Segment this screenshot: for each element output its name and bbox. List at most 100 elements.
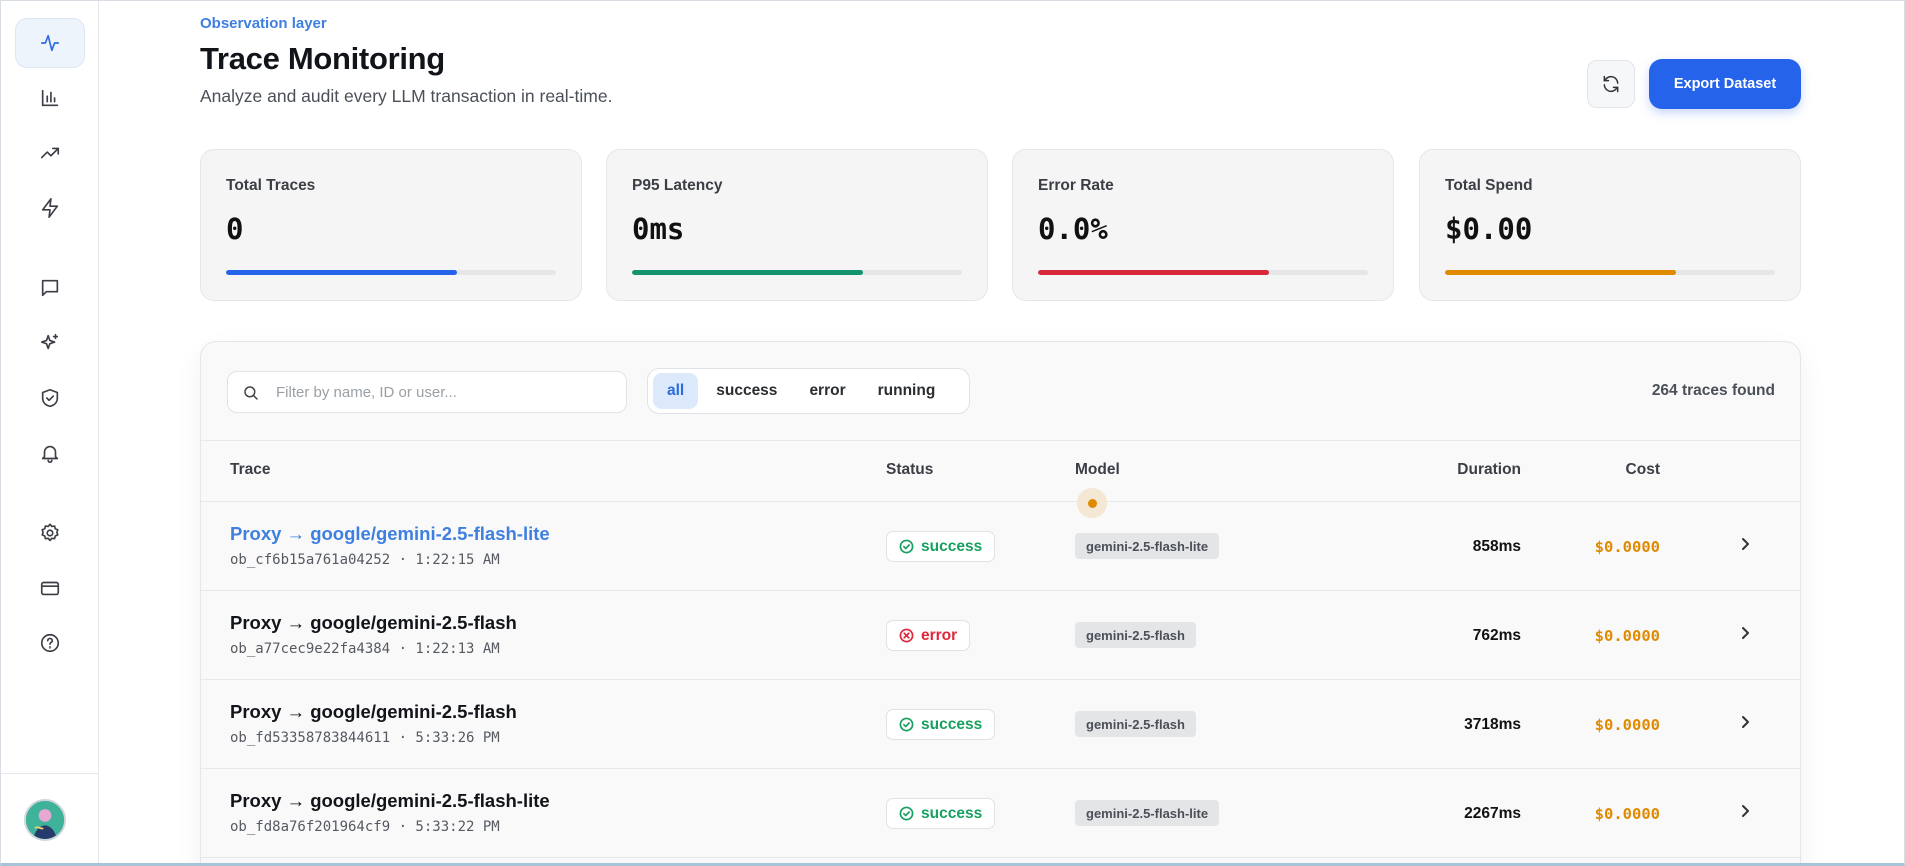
trace-cost: $0.0000 xyxy=(1594,716,1660,734)
filter-running[interactable]: running xyxy=(877,382,936,399)
nav-trends[interactable] xyxy=(15,128,85,178)
column-header-model: Model xyxy=(1075,461,1120,478)
model-chip: gemini-2.5-flash-lite xyxy=(1075,800,1220,826)
nav-observability[interactable] xyxy=(15,18,85,68)
page-subtitle: Analyze and audit every LLM transaction … xyxy=(200,86,613,106)
message-square-icon xyxy=(41,279,59,297)
bell-icon xyxy=(41,445,59,463)
stat-progress-bar xyxy=(1038,270,1368,275)
nav-security[interactable] xyxy=(15,373,85,423)
stat-card-p95-latency: P95 Latency 0ms xyxy=(606,149,988,301)
trending-up-icon xyxy=(40,147,60,159)
status-text: error xyxy=(921,626,958,644)
stat-label: Error Rate xyxy=(1038,177,1114,194)
check-circle-icon xyxy=(899,539,914,554)
trace-count: 264 traces found xyxy=(1651,382,1775,399)
sidebar-divider xyxy=(1,773,99,774)
trace-duration: 858ms xyxy=(1472,538,1521,555)
trace-meta: ob_fd8a76f201964cf9 · 5:33:22 PM xyxy=(230,819,500,835)
nav-settings[interactable] xyxy=(15,508,85,558)
stat-progress-fill xyxy=(1445,270,1676,275)
chevron-right-icon[interactable] xyxy=(1737,714,1753,730)
page-eyebrow: Observation layer xyxy=(200,15,327,32)
stat-card-error-rate: Error Rate 0.0% xyxy=(1012,149,1394,301)
sidebar xyxy=(1,1,99,863)
model-chip: gemini-2.5-flash xyxy=(1075,622,1196,648)
loading-dot xyxy=(1087,498,1097,508)
trace-meta: ob_a77cec9e22fa4384 · 1:22:13 AM xyxy=(230,641,500,657)
trace-cost: $0.0000 xyxy=(1594,627,1660,645)
nav-chat[interactable] xyxy=(15,263,85,313)
trace-duration: 3718ms xyxy=(1464,716,1521,733)
table-row[interactable]: Proxy → google/gemini-2.5-flash ob_a77ce… xyxy=(201,591,1800,680)
column-header-cost: Cost xyxy=(1625,461,1660,478)
status-badge: success xyxy=(886,798,996,829)
stat-card-total-spend: Total Spend $0.00 xyxy=(1419,149,1801,301)
nav-analytics[interactable] xyxy=(15,73,85,123)
search-box xyxy=(227,371,627,413)
stat-progress-bar xyxy=(1445,270,1775,275)
stat-label: Total Traces xyxy=(226,177,316,194)
stat-value: 0ms xyxy=(632,212,685,246)
status-filter-group: all success error running xyxy=(647,368,970,414)
trace-duration: 762ms xyxy=(1472,627,1521,644)
chevron-right-icon[interactable] xyxy=(1737,625,1753,641)
bar-chart-icon xyxy=(41,89,59,107)
shield-check-icon xyxy=(41,388,59,408)
stat-progress-bar xyxy=(632,270,962,275)
avatar-image xyxy=(26,801,64,839)
stat-progress-fill xyxy=(632,270,863,275)
nav-help[interactable] xyxy=(15,618,85,668)
trace-title[interactable]: Proxy → google/gemini-2.5-flash xyxy=(230,612,517,633)
stat-value: $0.00 xyxy=(1445,212,1533,246)
x-circle-icon xyxy=(899,628,914,643)
trace-title[interactable]: Proxy → google/gemini-2.5-flash-lite xyxy=(230,790,550,811)
settings-icon xyxy=(41,523,59,542)
trace-cost: $0.0000 xyxy=(1594,538,1660,556)
chevron-right-icon[interactable] xyxy=(1737,536,1753,552)
status-text: success xyxy=(921,537,983,555)
table-header: Trace Status Model Duration Cost xyxy=(201,441,1800,502)
table-row[interactable]: Proxy → google/gemini-2.5-flash ob_fd533… xyxy=(201,680,1800,769)
trace-duration: 2267ms xyxy=(1464,805,1521,822)
trace-title[interactable]: Proxy → google/gemini-2.5-flash xyxy=(230,701,517,722)
trace-meta: ob_fd53358783844611 · 5:33:26 PM xyxy=(230,730,500,746)
chevron-right-icon[interactable] xyxy=(1737,803,1753,819)
model-chip: gemini-2.5-flash xyxy=(1075,711,1196,737)
nav-billing[interactable] xyxy=(15,563,85,613)
credit-card-icon xyxy=(40,581,60,596)
status-badge: success xyxy=(886,531,996,562)
search-input[interactable] xyxy=(276,380,606,404)
model-chip: gemini-2.5-flash-lite xyxy=(1075,533,1220,559)
column-header-duration: Duration xyxy=(1457,461,1521,478)
nav-ai[interactable] xyxy=(15,318,85,368)
traces-toolbar: all success error running 264 traces fou… xyxy=(201,342,1800,441)
loading-indicator xyxy=(1077,488,1107,518)
stat-label: Total Spend xyxy=(1445,177,1533,194)
column-header-status: Status xyxy=(886,461,934,478)
stat-progress-fill xyxy=(1038,270,1269,275)
nav-performance[interactable] xyxy=(15,183,85,233)
filter-success[interactable]: success xyxy=(716,382,778,399)
trace-meta: ob_cf6b15a761a04252 · 1:22:15 AM xyxy=(230,552,500,568)
table-row[interactable]: Proxy → google/gemini-2.5-flash-lite ob_… xyxy=(201,502,1800,591)
check-circle-icon xyxy=(899,717,914,732)
page-title: Trace Monitoring xyxy=(200,41,445,76)
check-circle-icon xyxy=(899,806,914,821)
help-circle-icon xyxy=(40,633,60,653)
filter-all[interactable]: all xyxy=(653,373,699,409)
export-dataset-button[interactable]: Export Dataset xyxy=(1649,59,1801,109)
stat-value: 0.0% xyxy=(1038,212,1108,246)
nav-alerts[interactable] xyxy=(15,428,85,478)
zap-icon xyxy=(41,198,59,218)
user-avatar[interactable] xyxy=(24,799,66,841)
refresh-icon xyxy=(1603,75,1619,93)
refresh-button[interactable] xyxy=(1587,60,1635,108)
filter-error[interactable]: error xyxy=(809,382,846,399)
column-header-trace: Trace xyxy=(230,461,271,478)
status-text: success xyxy=(921,804,983,822)
trace-title[interactable]: Proxy → google/gemini-2.5-flash-lite xyxy=(230,523,550,544)
trace-cost: $0.0000 xyxy=(1594,805,1660,823)
table-row[interactable]: Proxy → google/gemini-2.5-flash-lite ob_… xyxy=(201,769,1800,858)
